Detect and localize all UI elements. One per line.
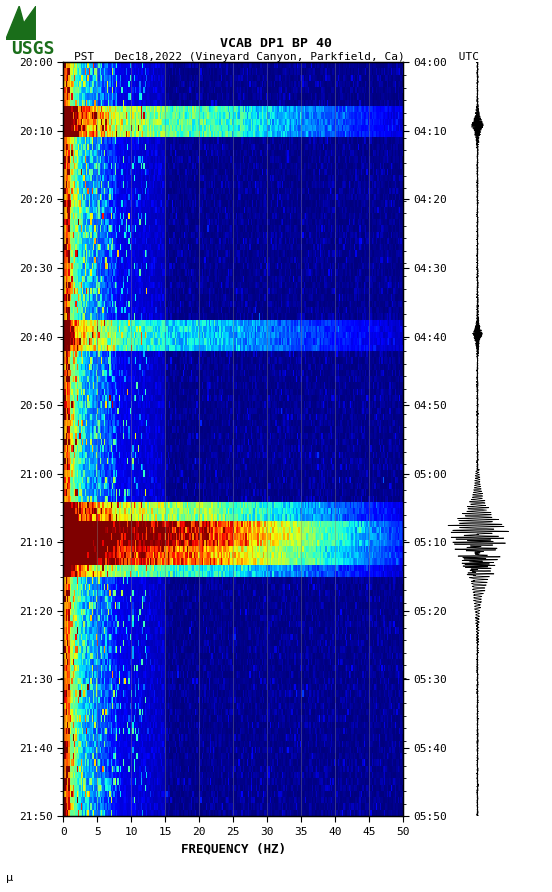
Polygon shape — [6, 6, 36, 40]
Text: USGS: USGS — [11, 40, 55, 58]
Text: VCAB DP1 BP 40: VCAB DP1 BP 40 — [220, 37, 332, 51]
Text: PST   Dec18,2022 (Vineyard Canyon, Parkfield, Ca)        UTC: PST Dec18,2022 (Vineyard Canyon, Parkfie… — [73, 52, 479, 62]
X-axis label: FREQUENCY (HZ): FREQUENCY (HZ) — [181, 842, 286, 855]
Text: μ: μ — [6, 873, 13, 883]
